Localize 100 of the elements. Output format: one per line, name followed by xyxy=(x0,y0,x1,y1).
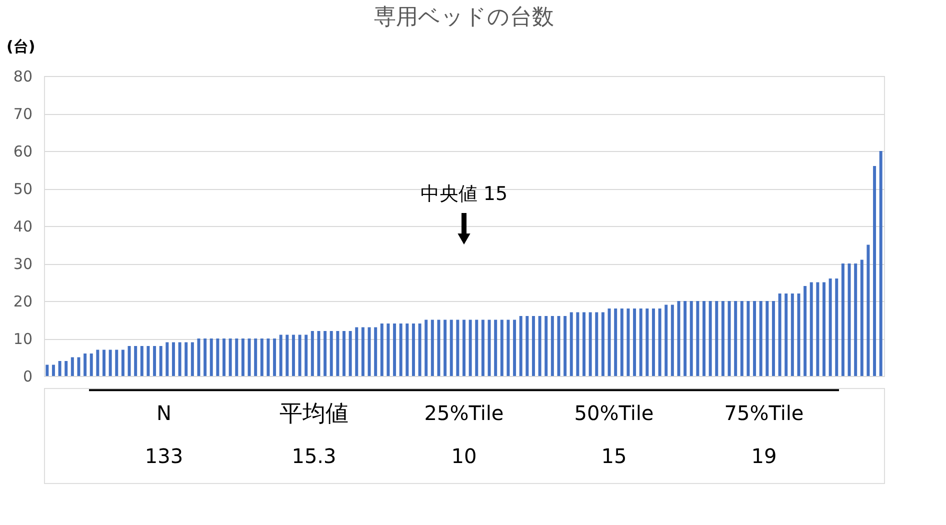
bar xyxy=(298,334,302,376)
bar xyxy=(702,301,706,376)
text: 15.3 xyxy=(292,444,336,468)
bar xyxy=(854,264,858,376)
bar xyxy=(753,301,756,376)
bar xyxy=(626,308,630,376)
bar xyxy=(77,357,80,376)
bar xyxy=(153,346,156,376)
y-tick-label: 40 xyxy=(13,218,32,236)
bar xyxy=(248,338,251,376)
y-tick-label: 20 xyxy=(13,292,32,310)
bar xyxy=(519,316,522,376)
chart-title: 専用ベッドの台数 xyxy=(374,5,554,30)
bar xyxy=(204,338,207,376)
bar xyxy=(115,350,118,376)
bar xyxy=(759,301,762,376)
bar xyxy=(317,331,320,376)
bar xyxy=(728,301,731,376)
y-tick-label: 0 xyxy=(22,368,32,386)
bar xyxy=(52,364,55,376)
bar xyxy=(639,308,642,376)
bar xyxy=(450,320,453,376)
bar xyxy=(696,301,700,376)
bar xyxy=(506,320,510,376)
bar xyxy=(557,316,560,376)
bar xyxy=(235,338,238,376)
bar xyxy=(550,316,554,376)
bar xyxy=(841,264,844,376)
bar xyxy=(424,320,428,376)
y-tick-label: 60 xyxy=(13,142,32,160)
bar xyxy=(374,327,378,376)
bar xyxy=(488,320,491,376)
bar xyxy=(273,338,276,376)
bar xyxy=(146,346,150,376)
bar xyxy=(96,350,100,376)
bar xyxy=(254,338,258,376)
bar xyxy=(721,301,724,376)
bar xyxy=(304,334,308,376)
bar xyxy=(178,342,182,376)
bar xyxy=(140,346,144,376)
bar xyxy=(266,338,270,376)
bar xyxy=(159,346,162,376)
bar xyxy=(608,308,611,376)
bar xyxy=(462,320,466,376)
bar xyxy=(121,350,124,376)
bar xyxy=(260,338,264,376)
bar xyxy=(380,324,384,376)
bar xyxy=(652,308,655,376)
y-tick-label: 70 xyxy=(13,105,32,123)
bar xyxy=(330,331,333,376)
bar xyxy=(828,278,832,376)
bar xyxy=(513,320,516,376)
bar xyxy=(134,346,138,376)
bar xyxy=(860,260,864,376)
bar xyxy=(570,312,573,376)
bar xyxy=(866,244,870,376)
bar xyxy=(197,338,200,376)
bar xyxy=(538,316,542,376)
bar xyxy=(172,342,175,376)
bar xyxy=(494,320,498,376)
bar xyxy=(286,334,289,376)
bar xyxy=(102,350,106,376)
text: 10 xyxy=(451,444,477,468)
bar xyxy=(670,304,674,376)
bar xyxy=(412,324,415,376)
bar xyxy=(216,338,220,376)
bar xyxy=(444,320,447,376)
text: 15 xyxy=(601,444,627,468)
bar xyxy=(386,324,390,376)
bar xyxy=(108,350,112,376)
bar xyxy=(778,294,782,376)
bar xyxy=(430,320,434,376)
bar xyxy=(633,308,636,376)
bar xyxy=(684,301,687,376)
bar xyxy=(595,312,598,376)
bar xyxy=(620,308,624,376)
bar xyxy=(848,264,851,376)
bar xyxy=(708,301,712,376)
bar xyxy=(835,278,838,376)
bar xyxy=(190,342,194,376)
bar xyxy=(734,301,738,376)
bar xyxy=(715,301,718,376)
annotation: 中央値 15 xyxy=(420,183,508,205)
bar xyxy=(658,308,662,376)
bar xyxy=(614,308,618,376)
bar xyxy=(418,324,422,376)
bar xyxy=(58,361,62,376)
bar xyxy=(576,312,580,376)
y-tick-label: 80 xyxy=(13,68,32,86)
text: 50%Tile xyxy=(574,400,654,425)
bar xyxy=(766,301,769,376)
bar xyxy=(324,331,327,376)
bar xyxy=(804,286,807,376)
y-tick-label: 50 xyxy=(13,180,32,198)
text: 19 xyxy=(751,444,777,468)
bar xyxy=(128,346,131,376)
bar xyxy=(816,282,820,376)
bar xyxy=(64,361,68,376)
bar xyxy=(468,320,472,376)
bar xyxy=(879,151,882,376)
